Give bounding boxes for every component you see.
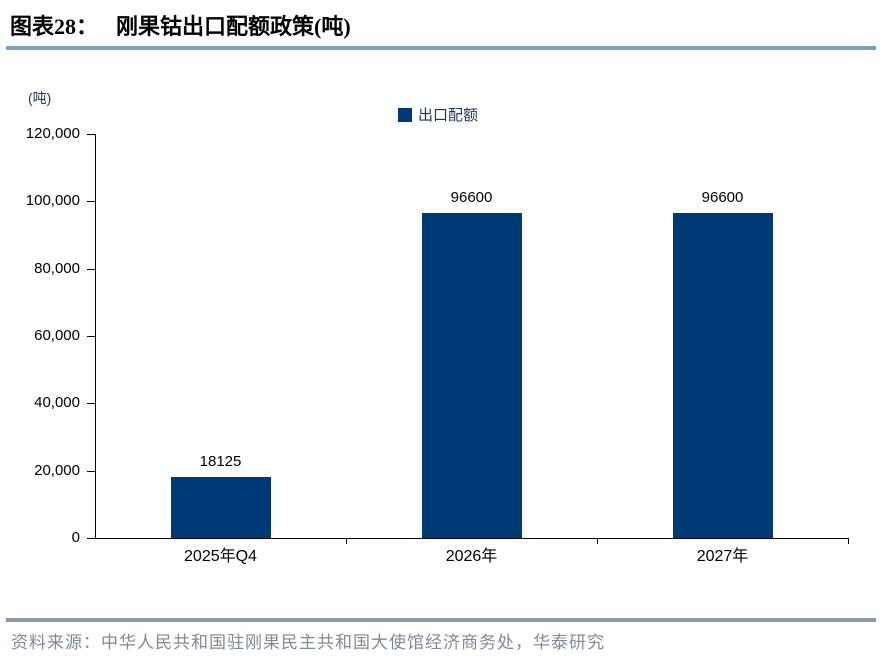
y-axis (95, 134, 96, 539)
y-tick-mark (87, 470, 95, 472)
y-tick-label: 120,000 (25, 125, 80, 142)
y-tick-label: 60,000 (34, 327, 80, 344)
x-category-label: 2027年 (696, 548, 749, 565)
legend-swatch-icon (398, 107, 412, 122)
y-axis-unit-label: (吨) (28, 90, 52, 106)
y-tick-mark (87, 403, 95, 405)
x-tick-mark (848, 538, 849, 544)
y-tick-label: 20,000 (34, 461, 80, 479)
y-tick-mark (87, 538, 95, 539)
bar-value-label: 96600 (450, 189, 493, 206)
y-tick-label: 80,000 (34, 259, 80, 277)
x-tick-mark (346, 538, 347, 544)
y-tick-mark (87, 268, 95, 270)
y-tick-mark (87, 134, 95, 135)
x-axis (95, 538, 848, 539)
chart-legend: 出口配额 (398, 104, 478, 125)
y-tick-mark (87, 336, 95, 337)
source-note: 资料来源：中华人民共和国驻刚果民主共和国大使馆经济商务处，华泰研究 (11, 633, 605, 652)
y-tick-label: 40,000 (34, 394, 80, 412)
footer-divider (6, 618, 876, 622)
y-tick-label: 0 (71, 529, 80, 546)
title-divider (6, 46, 876, 50)
figure-title: 图表28： 刚果钴出口配额政策(吨) (10, 9, 351, 41)
x-category-label: 2025年Q4 (184, 548, 257, 565)
x-category-label: 2026年 (445, 548, 498, 565)
y-tick-label: 100,000 (25, 192, 80, 210)
chart-bar (672, 213, 773, 538)
y-tick-mark (87, 201, 95, 203)
chart-bar (170, 477, 271, 538)
bar-value-label: 96600 (701, 189, 744, 206)
chart-bar (421, 213, 522, 538)
bar-value-label: 18125 (199, 453, 242, 470)
figure-name: 刚果钴出口配额政策(吨) (116, 14, 351, 39)
legend-label: 出口配额 (418, 107, 479, 124)
figure-number-label: 图表28： (10, 14, 99, 39)
x-tick-mark (597, 538, 598, 544)
